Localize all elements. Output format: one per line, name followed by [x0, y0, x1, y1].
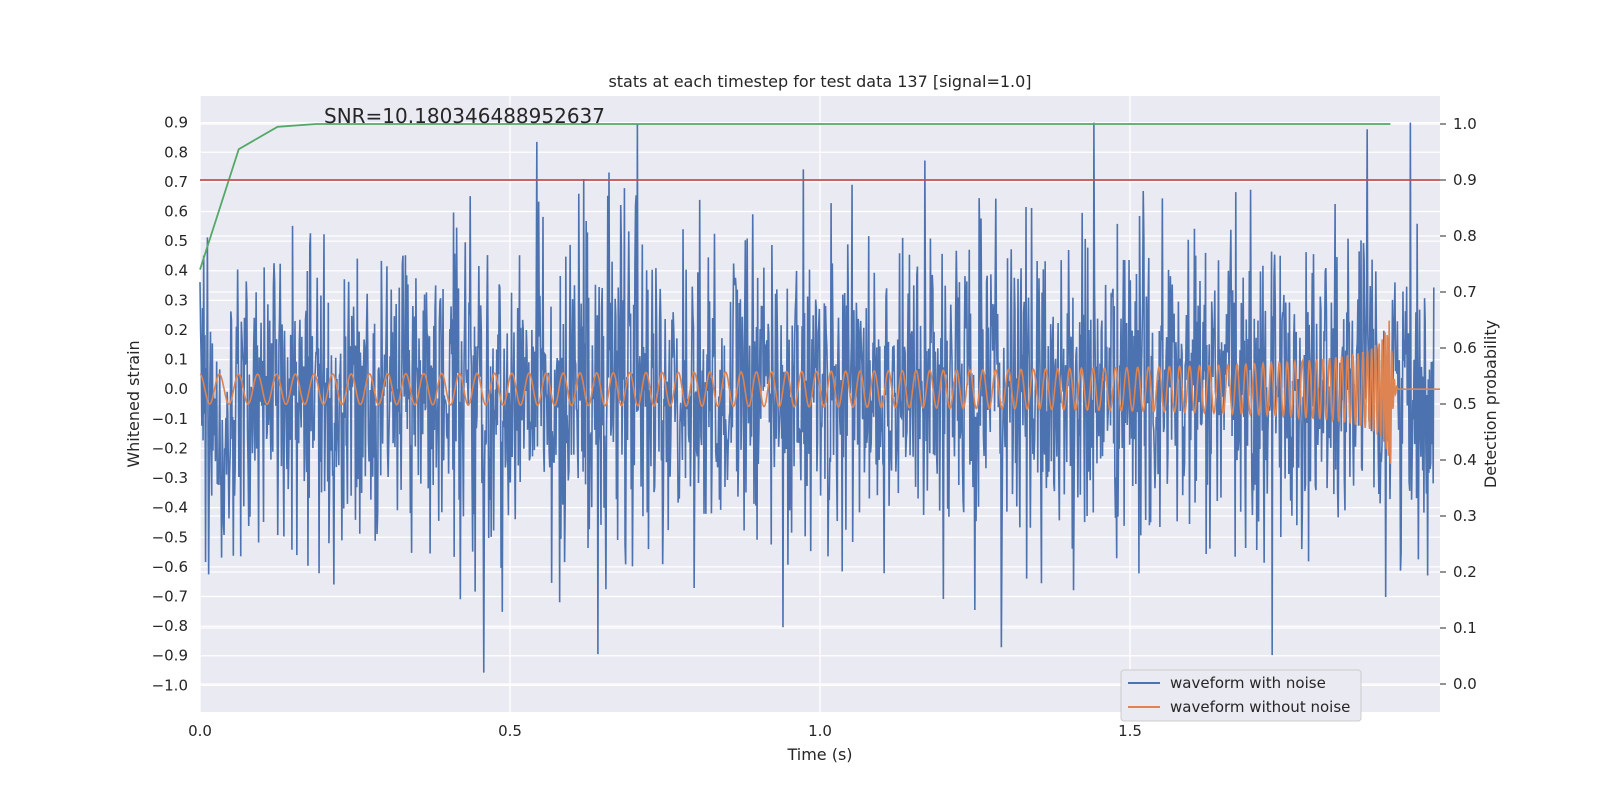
y-tick-label: −0.9: [152, 647, 188, 665]
y-tick-label: −0.4: [152, 499, 188, 517]
y2-tick-label: 0.7: [1453, 283, 1477, 301]
y-tick-label: 0.0: [164, 380, 188, 398]
y-tick-label: −0.1: [152, 410, 188, 428]
y-tick-label: −0.7: [152, 588, 188, 606]
ticks: 0.0 0.5 1.0 1.5 0.9 0.8 0.7 0.6 0.5 0.4 0.3 0.2 0.1 0…: [152, 114, 1477, 740]
y-tick-label: −0.2: [152, 439, 188, 457]
y-tick-label: −0.8: [152, 617, 188, 635]
y2-tick-label: 0.2: [1453, 563, 1477, 581]
y-tick-label: −0.3: [152, 469, 188, 487]
y2-tick-label: 0.1: [1453, 619, 1477, 637]
y-tick-label: −0.5: [152, 528, 188, 546]
legend-label-noisy: waveform with noise: [1170, 674, 1326, 692]
x-tick-label: 0.0: [188, 722, 212, 740]
y2-tick-label: 0.9: [1453, 171, 1477, 189]
x-axis-label: Time (s): [786, 745, 852, 764]
y-tick-label: −1.0: [152, 676, 188, 694]
legend: waveform with noise waveform without noi…: [1120, 669, 1362, 722]
y-tick-label: 0.3: [164, 291, 188, 309]
chart-title: stats at each timestep for test data 137…: [608, 72, 1031, 91]
y-tick-label: 0.5: [164, 232, 188, 250]
y-tick-label: 0.4: [164, 262, 188, 280]
clean-waveform-line: [199, 320, 1440, 464]
snr-annotation: SNR=10.180346488952637: [324, 104, 605, 128]
traces: [199, 122, 1440, 673]
y-tick-label: 0.1: [164, 351, 188, 369]
x-tick-label: 1.0: [808, 722, 832, 740]
y-tick-label: 0.7: [164, 173, 188, 191]
x-tick-label: 1.5: [1118, 722, 1142, 740]
y2-tick-label: 0.6: [1453, 339, 1477, 357]
y-tick-label: 0.6: [164, 203, 188, 221]
legend-label-clean: waveform without noise: [1170, 698, 1350, 716]
y-axis-label: Whitened strain: [124, 340, 143, 467]
y-tick-label: 0.9: [164, 114, 188, 132]
y2-axis-label: Detection probability: [1481, 320, 1500, 488]
detection-probability-line: [199, 123, 1391, 270]
legend-box: [1120, 669, 1362, 722]
y2-tick-label: 1.0: [1453, 115, 1477, 133]
y-tick-label: 0.2: [164, 321, 188, 339]
y2-tick-label: 0.0: [1453, 675, 1477, 693]
y-tick-label: −0.6: [152, 558, 188, 576]
y2-tick-label: 0.8: [1453, 227, 1477, 245]
noisy-waveform-line: [199, 122, 1435, 673]
y2-tick-label: 0.3: [1453, 507, 1477, 525]
y-tick-label: 0.8: [164, 143, 188, 161]
y2-tick-label: 0.5: [1453, 395, 1477, 413]
x-tick-label: 0.5: [498, 722, 522, 740]
y2-tick-label: 0.4: [1453, 451, 1477, 469]
